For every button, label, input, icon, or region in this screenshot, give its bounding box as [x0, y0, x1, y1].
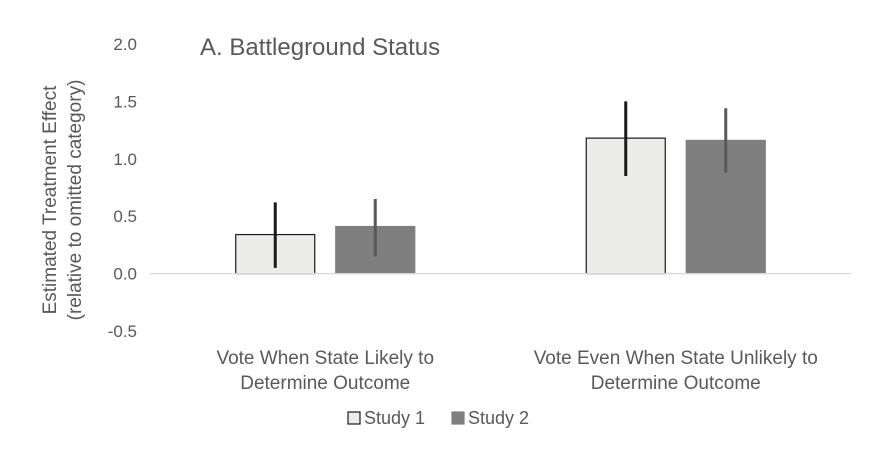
x-category-labels: Vote When State Likely to Determine Outco… — [216, 348, 817, 394]
error-bars — [273, 101, 728, 268]
x-category-label-line1: Vote Even When State Unlikely to — [534, 348, 818, 369]
y-tick-label: 1.0 — [113, 150, 137, 169]
bars — [235, 137, 766, 275]
y-tick-label: 1.5 — [113, 92, 137, 111]
legend-swatch — [347, 411, 361, 425]
x-category-label-line2: Determine Outcome — [240, 373, 410, 394]
y-tick-label: 0.0 — [113, 265, 137, 284]
y-tick-label: 0.5 — [113, 207, 137, 226]
chart-title: A. Battleground Status — [200, 34, 440, 61]
legend-label: Study 1 — [364, 408, 425, 428]
x-category-label-line1: Vote When State Likely to — [216, 348, 434, 369]
x-category-label-line2: Determine Outcome — [591, 373, 761, 394]
legend-label: Study 2 — [468, 408, 529, 428]
y-tick-label: -0.5 — [108, 322, 137, 341]
y-axis-label-line1: Estimated Treatment Effect — [40, 85, 61, 315]
y-tick-label: 2.0 — [113, 35, 137, 54]
legend-swatch — [451, 411, 465, 425]
legend: Study 1 Study 2 — [347, 408, 529, 428]
y-axis-label-line2: (relative to omitted category) — [65, 80, 86, 321]
y-tick-labels: -0.5 0.0 0.5 1.0 1.5 2.0 — [108, 35, 137, 341]
y-axis-label: Estimated Treatment Effect (relative to … — [40, 80, 86, 321]
